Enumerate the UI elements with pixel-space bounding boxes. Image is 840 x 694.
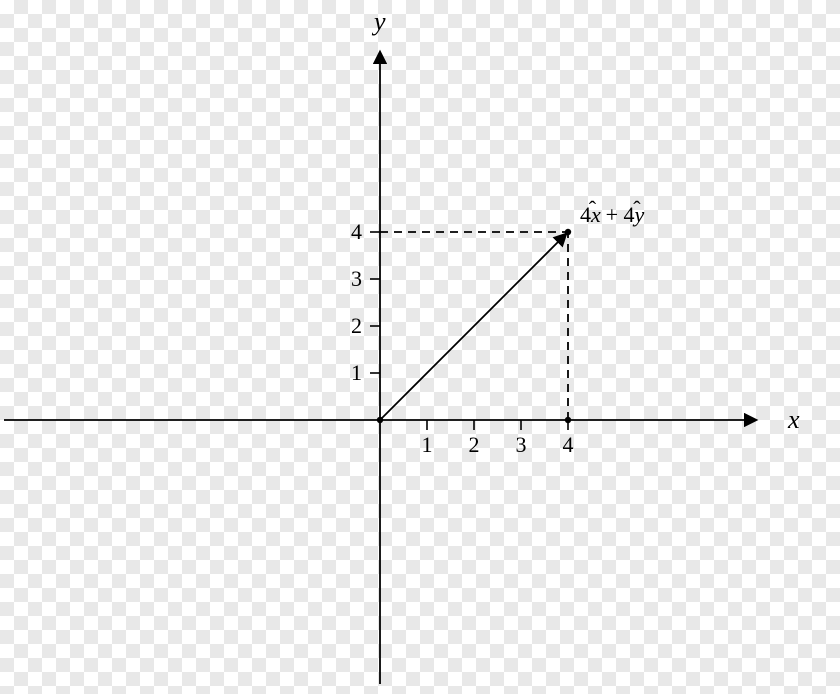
x-tick-4-label: 4 [563,432,574,457]
y-ticks [370,232,380,373]
vector-plot: x y 1 2 3 4 1 2 3 4 4xˆ + 4yˆ [0,0,840,694]
x-ticks [427,420,568,430]
y-tick-labels: 1 2 3 4 [351,219,362,385]
y-tick-1-label: 1 [351,360,362,385]
x-tick-labels: 1 2 3 4 [422,432,574,457]
x-projection-point [565,417,571,423]
y-tick-4-label: 4 [351,219,362,244]
vector-arrow [380,234,566,420]
x-tick-1-label: 1 [422,432,433,457]
x-axis-label: x [787,405,800,434]
svg-text:4xˆ + 4yˆ: 4xˆ + 4yˆ [580,196,645,227]
y-axis-label: y [371,7,386,36]
vector-tip-point [565,229,571,235]
y-tick-2-label: 2 [351,313,362,338]
origin-point [377,417,383,423]
vector-label: 4xˆ + 4yˆ [580,196,645,227]
x-tick-3-label: 3 [516,432,527,457]
x-tick-2-label: 2 [469,432,480,457]
y-tick-3-label: 3 [351,266,362,291]
